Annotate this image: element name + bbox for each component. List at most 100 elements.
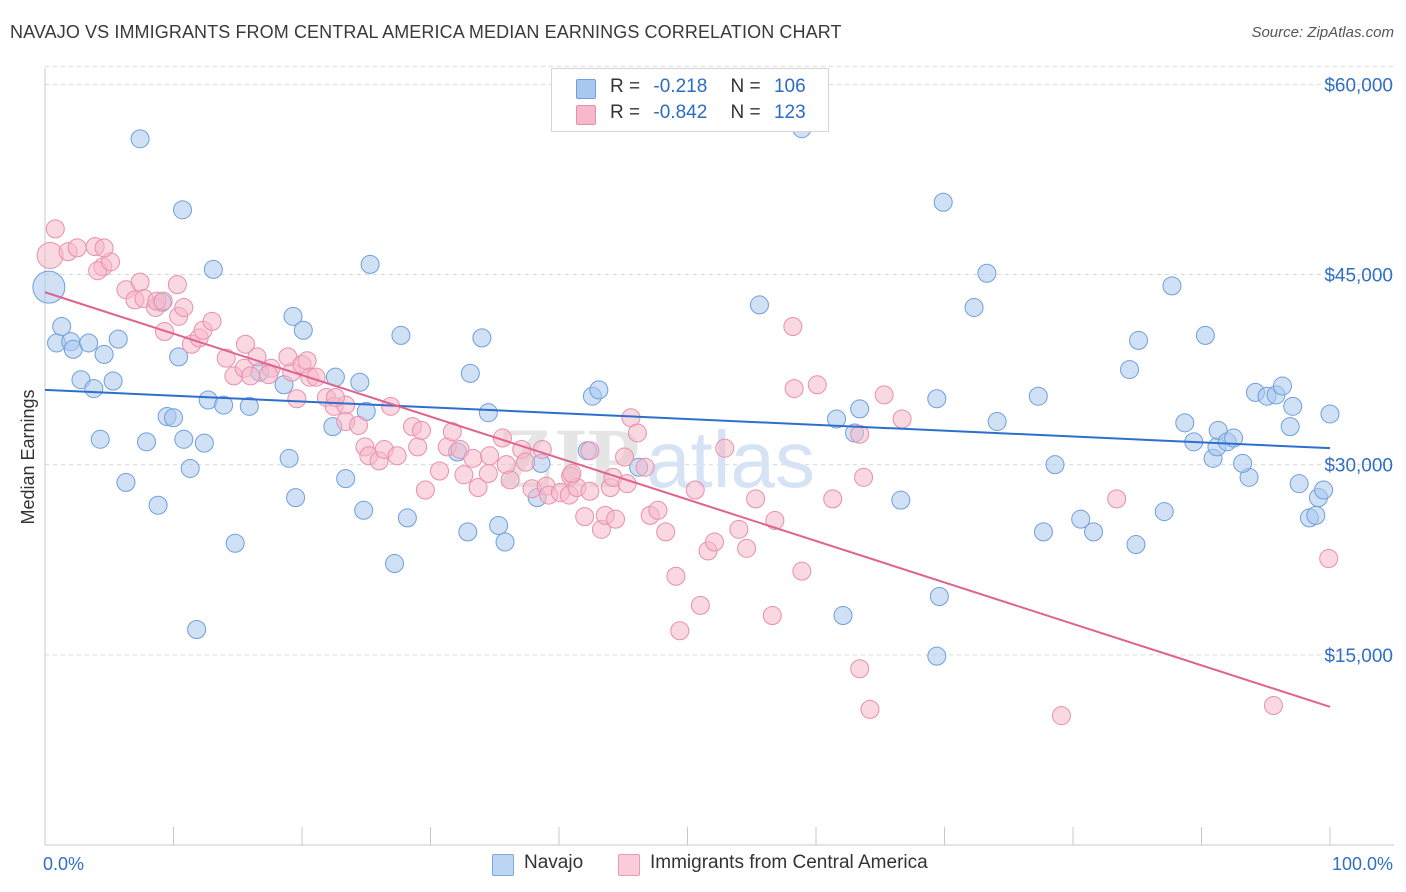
navajo-point <box>1272 376 1292 396</box>
navajo-legend-label: Navajo <box>524 852 584 873</box>
navajo-r-label: R = <box>610 76 641 97</box>
x-tick-label-min: 0.0% <box>43 854 84 874</box>
trend-lines <box>44 291 1331 708</box>
navajo-point <box>1129 330 1149 350</box>
navajo-point <box>293 320 313 340</box>
navajo-point <box>458 522 478 542</box>
watermark-atlas: atlas <box>646 415 815 504</box>
central-america-point <box>297 351 317 371</box>
navajo-point <box>833 606 853 626</box>
navajo-point <box>1154 502 1174 522</box>
central-america-point <box>670 621 690 641</box>
navajo-legend-swatch <box>492 854 514 876</box>
central-america-point <box>153 291 173 311</box>
navajo-point <box>130 129 150 149</box>
central-america-point <box>737 538 757 558</box>
y-tick-label: $60,000 <box>1324 75 1393 96</box>
central-america-point <box>387 446 407 466</box>
central-america-point <box>1051 706 1071 726</box>
central-america-point <box>606 509 626 529</box>
navajo-point <box>279 448 299 468</box>
navajo-point <box>137 432 157 452</box>
navajo-point <box>1283 396 1303 416</box>
central-america-point <box>580 441 600 461</box>
central-america-point <box>850 659 870 679</box>
navajo-point <box>850 399 870 419</box>
central-america-point <box>874 385 894 405</box>
navajo-point <box>94 344 114 364</box>
central-america-point <box>729 519 749 539</box>
central-america-legend-swatch <box>618 854 640 876</box>
navajo-point <box>84 379 104 399</box>
navajo-n-label: N = <box>730 76 761 97</box>
central-america-point <box>480 446 500 466</box>
central-america-r-value: -0.842 <box>653 102 708 123</box>
central-america-point <box>575 507 595 527</box>
navajo-point <box>489 516 509 536</box>
central-america-point <box>784 379 804 399</box>
central-america-point <box>666 566 686 586</box>
central-america-point <box>854 467 874 487</box>
navajo-point <box>1120 360 1140 380</box>
navajo-point <box>239 396 259 416</box>
navajo-point <box>589 380 609 400</box>
navajo-r-value: -0.218 <box>653 76 708 97</box>
tick-labels: $15,000 $30,000 $45,000 $60,000 0.0% 100.0% <box>43 75 1393 874</box>
navajo-point <box>1314 480 1334 500</box>
stats-legend: R = -0.218 N = 106 R = -0.842 N = 123 <box>551 68 829 132</box>
navajo-point <box>164 408 183 428</box>
navajo-point <box>194 433 214 453</box>
central-america-point <box>259 365 279 385</box>
central-america-point <box>685 480 705 500</box>
navajo-point <box>495 532 515 552</box>
central-america-r-label: R = <box>610 102 641 123</box>
central-america-point <box>67 238 87 258</box>
central-america-point <box>807 375 827 395</box>
navajo-swatch <box>576 79 596 99</box>
y-tick-label: $45,000 <box>1324 265 1393 286</box>
navajo-point <box>169 347 189 367</box>
central-america-point <box>241 366 261 386</box>
central-america-point <box>202 311 222 331</box>
navajo-point <box>187 619 207 639</box>
source-credit: Source: ZipAtlas.com <box>1251 24 1394 41</box>
navajo-point <box>203 259 223 279</box>
central-america-point <box>580 481 600 501</box>
navajo-point <box>180 458 200 478</box>
central-america-point <box>349 415 369 435</box>
navajo-points <box>32 119 1340 666</box>
navajo-point <box>1224 428 1244 448</box>
navajo-point <box>1028 386 1048 406</box>
navajo-point <box>933 192 953 212</box>
central-america-point <box>615 447 635 467</box>
x-tick-label-max: 100.0% <box>1332 854 1393 874</box>
central-america-trend-line <box>44 291 1331 708</box>
navajo-point <box>1045 455 1065 475</box>
navajo-point <box>1162 276 1182 296</box>
central-america-legend-label: Immigrants from Central America <box>650 852 928 873</box>
central-america-point <box>454 465 474 485</box>
navajo-point <box>827 409 847 429</box>
central-america-point <box>1107 489 1127 509</box>
central-america-point <box>235 334 255 354</box>
navajo-point <box>283 306 303 326</box>
navajo-point <box>172 200 192 220</box>
navajo-point <box>397 508 417 528</box>
central-america-point <box>216 348 236 368</box>
central-america-point <box>1319 548 1339 568</box>
navajo-point <box>286 488 306 508</box>
axes <box>44 68 1394 846</box>
navajo-point <box>350 372 370 392</box>
navajo-point <box>391 325 411 345</box>
central-america-point <box>130 272 150 292</box>
central-america-point <box>746 489 766 509</box>
y-tick-label: $30,000 <box>1324 456 1393 477</box>
navajo-point <box>1084 522 1104 542</box>
navajo-point <box>964 297 984 317</box>
navajo-point <box>116 472 136 492</box>
central-america-point <box>690 595 710 615</box>
navajo-point <box>749 295 769 315</box>
navajo-point <box>478 403 498 423</box>
navajo-point <box>1175 413 1195 433</box>
central-america-point <box>783 316 803 336</box>
